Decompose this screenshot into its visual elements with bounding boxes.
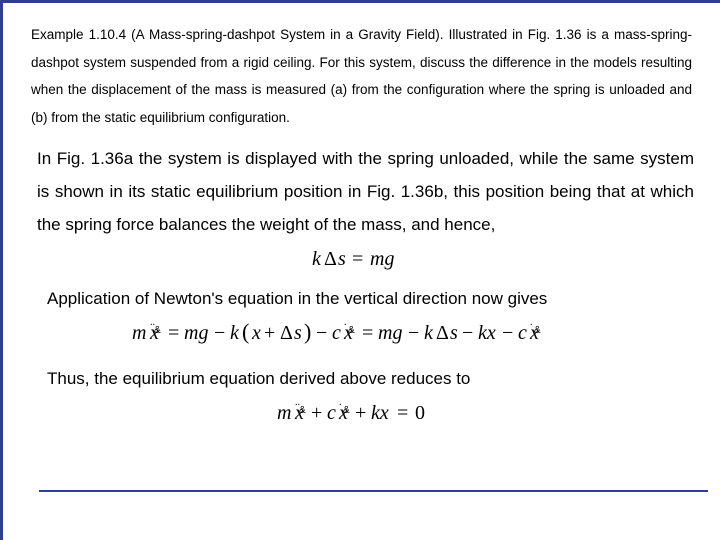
slide-frame: Example 1.10.4 (A Mass-spring-dashpot Sy…	[0, 0, 720, 540]
svg-text:(: (	[242, 319, 249, 344]
svg-text:c: c	[332, 322, 341, 344]
body-paragraph-2: Application of Newton's equation in the …	[3, 280, 720, 315]
svg-text:=: =	[397, 402, 408, 424]
svg-text:=: =	[168, 322, 179, 344]
svg-text:&: &	[299, 405, 306, 416]
svg-text:=: =	[362, 322, 373, 344]
svg-text:0: 0	[415, 402, 425, 424]
svg-text:+: +	[355, 402, 366, 424]
svg-text:mg: mg	[370, 248, 394, 270]
body-paragraph-1: In Fig. 1.36a the system is displayed wi…	[3, 132, 720, 241]
svg-text:): )	[304, 319, 311, 344]
svg-text:&: &	[154, 325, 161, 336]
bottom-divider	[39, 490, 708, 492]
svg-text:−: −	[408, 322, 419, 344]
svg-text:mg: mg	[378, 322, 402, 344]
svg-text:mg: mg	[184, 322, 208, 344]
svg-text:c: c	[518, 322, 527, 344]
svg-text:k: k	[424, 322, 434, 344]
equation-2: m x .. & = mg − k ( x + Δ s ) − c x . & …	[3, 315, 720, 356]
svg-text:c: c	[327, 402, 336, 424]
svg-text:&: &	[534, 325, 541, 336]
svg-text:+: +	[311, 402, 322, 424]
example-text-content: Example 1.10.4 (A Mass-spring-dashpot Sy…	[31, 27, 692, 125]
svg-text:+: +	[264, 322, 275, 344]
equation-1: k Δ s = mg	[3, 241, 720, 280]
svg-text:x: x	[251, 322, 261, 344]
svg-text:.: .	[344, 319, 347, 328]
svg-text:−: −	[462, 322, 473, 344]
body-paragraph-3: Thus, the equilibrium equation derived a…	[3, 356, 720, 395]
svg-text:s: s	[338, 248, 346, 270]
svg-text:m: m	[277, 402, 291, 424]
svg-text:Δ: Δ	[280, 322, 293, 344]
equation-3: m x .. & + c x . & + kx = 0	[3, 395, 720, 436]
svg-text:kx: kx	[371, 402, 389, 424]
body-p1-text: In Fig. 1.36a the system is displayed wi…	[37, 149, 694, 234]
svg-text:&: &	[348, 325, 355, 336]
svg-text:&: &	[343, 405, 350, 416]
svg-text:.: .	[530, 319, 533, 328]
example-paragraph: Example 1.10.4 (A Mass-spring-dashpot Sy…	[3, 3, 720, 132]
svg-text:m: m	[132, 322, 146, 344]
svg-text:.: .	[339, 399, 342, 408]
svg-text:k: k	[312, 248, 322, 270]
svg-text:−: −	[316, 322, 327, 344]
svg-text:s: s	[450, 322, 458, 344]
svg-text:−: −	[502, 322, 513, 344]
body-p2-text: Application of Newton's equation in the …	[47, 289, 547, 308]
svg-text:=: =	[352, 248, 363, 270]
svg-text:kx: kx	[478, 322, 496, 344]
svg-text:k: k	[230, 322, 240, 344]
svg-text:Δ: Δ	[436, 322, 449, 344]
body-p3-text: Thus, the equilibrium equation derived a…	[47, 369, 470, 388]
svg-text:−: −	[214, 322, 225, 344]
svg-text:Δ: Δ	[324, 248, 337, 270]
svg-text:s: s	[294, 322, 302, 344]
